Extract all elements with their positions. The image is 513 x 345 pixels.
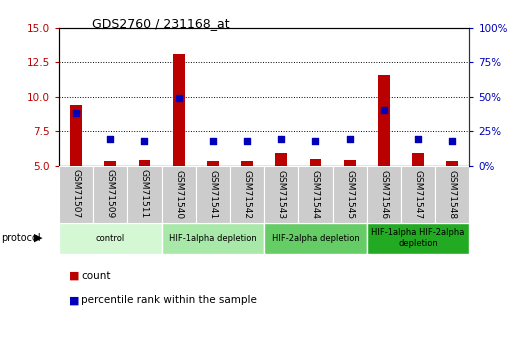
Text: ■: ■ (69, 271, 80, 281)
Text: GSM71545: GSM71545 (345, 169, 354, 219)
Point (414, 137, 422, 142)
Bar (104, 161, 116, 235)
Point (72, 110, 80, 116)
Point (311, 138, 320, 144)
Text: protocol: protocol (1, 233, 41, 243)
Bar (264, 223, 367, 254)
Bar (162, 223, 264, 254)
Bar (344, 160, 356, 235)
Bar (70, 105, 82, 235)
Point (243, 138, 251, 144)
Text: GSM71511: GSM71511 (140, 169, 149, 219)
Text: GSM71548: GSM71548 (448, 169, 457, 219)
Bar (446, 161, 458, 235)
Text: GSM71547: GSM71547 (413, 169, 423, 219)
Text: GSM71540: GSM71540 (174, 169, 183, 219)
Bar (412, 153, 424, 235)
Bar (367, 223, 469, 254)
Point (448, 138, 457, 144)
Bar (435, 166, 469, 223)
Bar (196, 166, 230, 223)
Bar (93, 166, 127, 223)
Text: ▶: ▶ (34, 233, 43, 243)
Text: GSM71543: GSM71543 (277, 169, 286, 219)
Text: GDS2760 / 231168_at: GDS2760 / 231168_at (92, 17, 230, 30)
Text: percentile rank within the sample: percentile rank within the sample (81, 295, 257, 305)
Bar (139, 160, 150, 235)
Bar (162, 166, 196, 223)
Bar (264, 166, 299, 223)
Bar (59, 166, 93, 223)
Text: GSM71546: GSM71546 (380, 169, 388, 219)
Text: GSM71544: GSM71544 (311, 169, 320, 219)
Point (380, 108, 388, 113)
Text: HIF-1alpha HIF-2alpha
depletion: HIF-1alpha HIF-2alpha depletion (371, 228, 465, 248)
Bar (173, 54, 185, 235)
Bar (401, 166, 435, 223)
Bar (309, 159, 322, 235)
Point (174, 95, 183, 101)
Text: HIF-2alpha depletion: HIF-2alpha depletion (271, 234, 360, 243)
Text: GSM71509: GSM71509 (106, 169, 115, 219)
Text: GSM71541: GSM71541 (208, 169, 218, 219)
Bar (332, 166, 367, 223)
Point (106, 137, 114, 142)
Bar (378, 75, 390, 235)
Text: ■: ■ (69, 295, 80, 305)
Bar (230, 166, 264, 223)
Bar (367, 166, 401, 223)
Point (209, 138, 217, 144)
Point (277, 137, 285, 142)
Text: control: control (95, 234, 125, 243)
Bar (241, 161, 253, 235)
Bar (59, 223, 162, 254)
Text: count: count (81, 271, 111, 281)
Point (346, 137, 354, 142)
Bar (127, 166, 162, 223)
Bar (275, 153, 287, 235)
Bar (207, 161, 219, 235)
Text: GSM71542: GSM71542 (243, 169, 251, 219)
Bar (299, 166, 332, 223)
Text: GSM71507: GSM71507 (72, 169, 81, 219)
Point (141, 138, 149, 144)
Text: HIF-1alpha depletion: HIF-1alpha depletion (169, 234, 257, 243)
